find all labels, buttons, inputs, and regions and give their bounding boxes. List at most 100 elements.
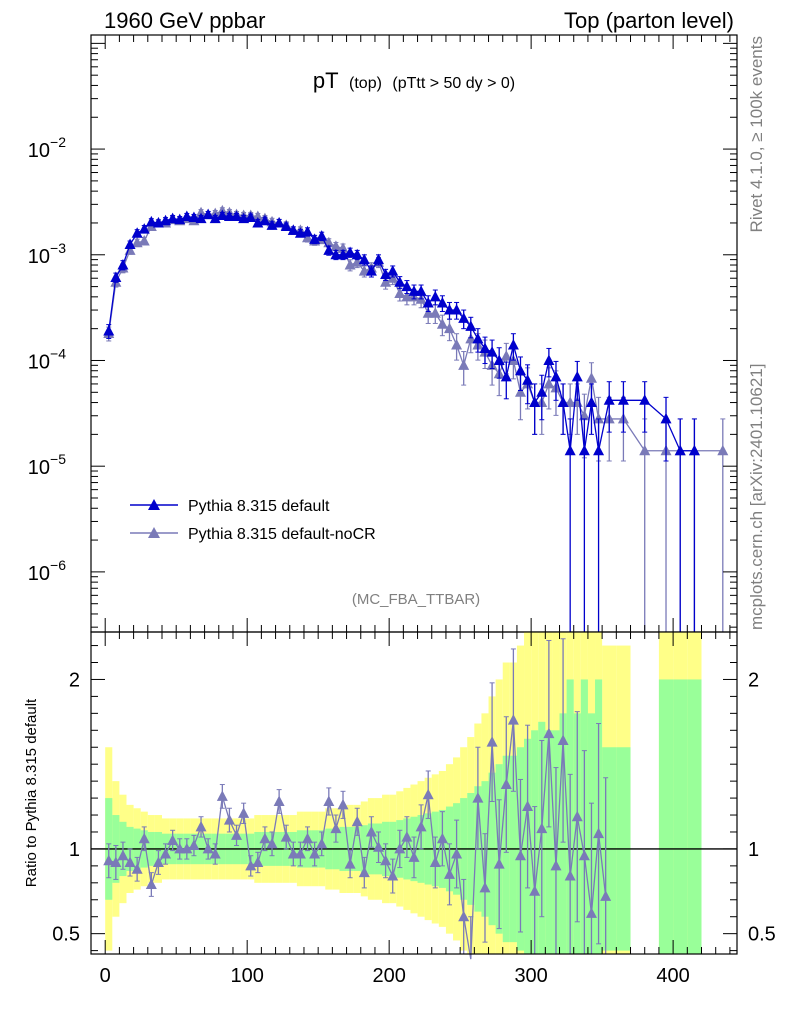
y-tick-exp: −5	[50, 451, 66, 467]
y-tick-base: 10	[28, 246, 50, 268]
ratio-point-nocr	[231, 829, 243, 840]
header-left: 1960 GeV ppbar	[104, 8, 265, 33]
x-tick-label: 0	[100, 965, 111, 987]
ratio-point-nocr	[117, 849, 129, 861]
ratio-point-nocr	[245, 859, 257, 871]
data-point-default	[373, 253, 385, 265]
ratio-point-nocr	[323, 795, 335, 806]
title-extra: (pTtt > 50 dy > 0)	[392, 75, 515, 92]
ratio-point-nocr	[330, 822, 342, 834]
ratio-axis-ticks: 0.5 0.5 1 1 2 2 0 100 200 300 400	[52, 632, 776, 987]
ratio-point-nocr	[401, 831, 413, 842]
data-point-default	[365, 265, 377, 276]
main-axis-ticks: 10−610−510−410−310−2	[28, 35, 737, 632]
data-point-default	[131, 227, 143, 238]
data-point-default	[493, 354, 505, 365]
ratio-point-nocr	[578, 849, 590, 861]
legend-label-nocr: Pythia 8.315 default-noCR	[188, 526, 376, 543]
data-point-default	[280, 220, 292, 232]
data-point-default	[603, 394, 615, 405]
data-point-default	[223, 210, 235, 222]
data-point-default	[167, 212, 179, 224]
ratio-point-nocr	[195, 820, 207, 832]
ratio-point-nocr	[302, 832, 314, 844]
ratio-point-nocr	[202, 842, 214, 854]
data-point-default	[231, 210, 243, 222]
data-point-default	[358, 253, 370, 265]
ratio-point-nocr	[507, 714, 519, 725]
ratio-point-nocr	[458, 910, 470, 922]
data-point-default	[578, 444, 590, 456]
main-panel: 10−610−510−410−310−2 pT (top) (pTtt > 50…	[28, 34, 738, 633]
data-point-nocr	[443, 322, 455, 334]
ratio-point-nocr	[174, 842, 186, 854]
data-point-nocr	[564, 396, 576, 408]
data-point-default	[209, 212, 221, 224]
ratio-point-nocr	[514, 849, 526, 861]
data-point-default	[323, 244, 335, 255]
ratio-panel: 0.5 0.5 1 1 2 2 0 100 200 300 400 Ratio to Pythia …	[23, 631, 776, 987]
data-point-default	[181, 210, 193, 222]
ratio-point-nocr	[351, 815, 363, 827]
main-title: pT (top) (pTtt > 50 dy > 0)	[313, 68, 515, 93]
ratio-point-nocr	[365, 825, 377, 837]
data-point-default	[188, 211, 200, 223]
data-point-default	[330, 248, 342, 260]
data-point-default	[195, 212, 207, 224]
ratio-point-nocr	[585, 907, 597, 918]
y-tick-exp: −6	[50, 557, 66, 573]
ratio-point-nocr	[145, 878, 157, 890]
data-point-default	[571, 370, 583, 382]
ratio-point-nocr	[188, 839, 200, 851]
ratio-point-nocr	[429, 856, 441, 867]
data-point-default	[138, 223, 150, 234]
ratio-point-nocr	[209, 848, 221, 859]
data-point-default	[486, 346, 498, 357]
analysis-watermark: (MC_FBA_TTBAR)	[352, 591, 480, 608]
ratio-point-nocr	[266, 837, 278, 849]
y-tick-base: 10	[28, 563, 50, 585]
data-point-nocr	[500, 350, 512, 361]
data-point-default	[344, 246, 356, 258]
ratio-point-nocr	[443, 868, 455, 879]
ratio-point-nocr	[103, 854, 115, 866]
ratio-point-nocr	[280, 831, 292, 842]
data-point-nocr	[451, 339, 463, 350]
data-point-default	[316, 230, 328, 241]
ratio-point-nocr	[252, 856, 264, 867]
data-point-default	[536, 386, 548, 397]
data-point-nocr	[514, 386, 526, 397]
data-point-default	[245, 211, 257, 223]
ratio-point-nocr	[259, 832, 271, 844]
ratio-point-nocr	[358, 866, 370, 878]
data-point-default	[259, 214, 271, 226]
ratio-y-tick-label-right: 2	[748, 669, 759, 691]
main-plot-content	[103, 204, 729, 632]
y-tick-exp: −2	[50, 134, 66, 150]
data-point-nocr	[302, 231, 314, 243]
data-point-default	[479, 342, 491, 353]
ratio-point-nocr	[500, 778, 512, 790]
data-point-default	[500, 370, 512, 382]
legend-marker-nocr	[148, 527, 160, 538]
data-point-default	[522, 374, 534, 385]
title-main: pT	[313, 68, 339, 93]
data-point-default	[103, 325, 115, 336]
data-point-nocr	[585, 372, 597, 383]
ratio-point-nocr	[536, 822, 548, 834]
ratio-point-nocr	[422, 788, 434, 800]
data-point-default	[585, 396, 597, 408]
ratio-point-nocr	[571, 810, 583, 822]
data-point-nocr	[358, 265, 370, 276]
legend: Pythia 8.315 default Pythia 8.315 defaul…	[130, 498, 376, 543]
ratio-point-nocr	[493, 858, 505, 869]
data-point-nocr	[195, 206, 207, 218]
data-point-default	[145, 215, 157, 227]
data-point-nocr	[429, 307, 441, 318]
data-point-default	[543, 354, 555, 365]
ratio-point-nocr	[110, 856, 122, 867]
data-point-nocr	[380, 276, 392, 287]
y-tick-label: 10−6	[28, 557, 66, 585]
data-point-default	[550, 370, 562, 382]
ratio-point-nocr	[223, 814, 235, 825]
